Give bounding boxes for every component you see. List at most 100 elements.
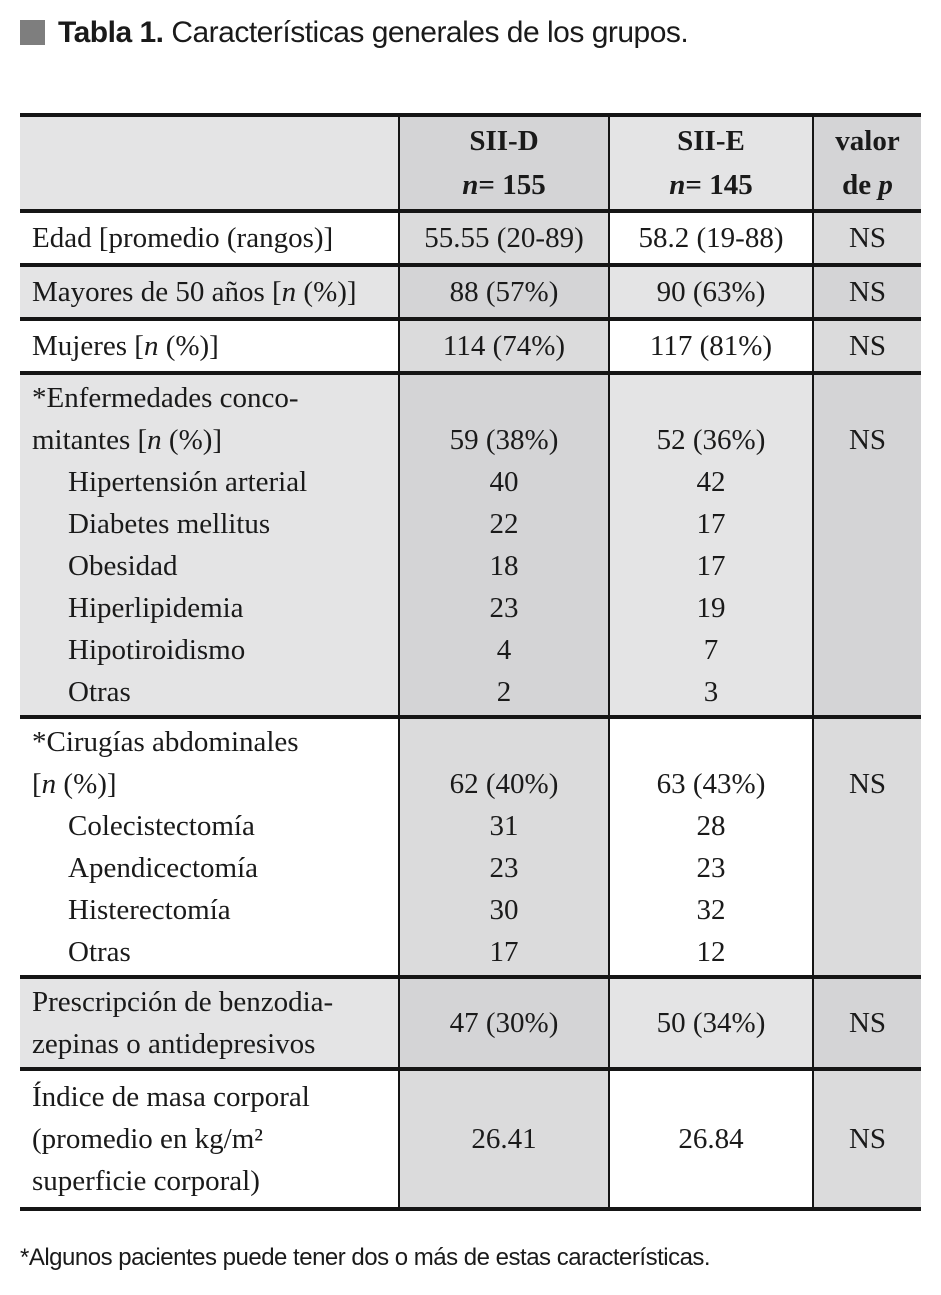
table-title-prefix: Tabla 1. — [58, 16, 164, 49]
sub-item-value: 2 — [496, 676, 512, 708]
cell-value: NS — [848, 424, 887, 456]
sub-item-value: 18 — [489, 550, 519, 582]
cell-value: 88 (57%) — [449, 276, 559, 308]
header-p-line2: de p — [842, 169, 893, 201]
table-row: Mayores de 50 años [n (%)] 88 (57%) 90 (63… — [20, 267, 921, 321]
p-value-cell: NS — [812, 267, 921, 317]
value-spacer — [612, 377, 810, 419]
sub-item-value: 42 — [696, 466, 726, 498]
cell-value: NS — [848, 330, 887, 362]
table-title: Tabla 1. Características generales de lo… — [20, 16, 941, 50]
row-label-cell: *Cirugías abdominales [n (%)] Colecistecto… — [20, 719, 398, 975]
row-label-line: superficie corporal) — [32, 1165, 260, 1197]
sub-item-value: 19 — [696, 592, 726, 624]
italic-n: n — [147, 424, 162, 456]
row-label-line: Edad [promedio (rangos)] — [32, 222, 334, 254]
cell-value: 26.84 — [678, 1123, 744, 1155]
header-empty-cell — [20, 117, 398, 209]
sub-item-value: 17 — [489, 936, 519, 968]
sii-e-cell: 50 (34%) — [608, 979, 812, 1067]
row-label-line: Mayores de 50 años [n (%)] — [32, 276, 357, 308]
sub-item-label: Hipertensión arterial — [68, 466, 308, 498]
row-label-line: *Enfermedades conco- — [32, 382, 299, 414]
value-spacer — [402, 377, 606, 419]
row-label-cell: Índice de masa corporal (promedio en kg/m… — [20, 1071, 398, 1207]
sub-item-label: Hipotiroidismo — [68, 634, 246, 666]
p-value-cell: NS — [812, 375, 921, 715]
value-spacer — [612, 721, 810, 763]
sub-item-label: Otras — [68, 936, 131, 968]
sii-e-cell: 90 (63%) — [608, 267, 812, 317]
cell-value: 52 (36%) — [656, 424, 766, 456]
cell-value: 58.2 (19-88) — [638, 222, 784, 254]
cell-value: NS — [848, 1123, 887, 1155]
row-label-line: zepinas o antidepresivos — [32, 1028, 316, 1060]
table-row: *Cirugías abdominales [n (%)] Colecistecto… — [20, 719, 921, 979]
sii-d-cell: 55.55 (20-89) — [398, 213, 608, 263]
row-label-line: *Cirugías abdominales — [32, 726, 299, 758]
sub-item-value: 31 — [489, 810, 519, 842]
sub-item-value: 22 — [489, 508, 519, 540]
sub-item-label: Diabetes mellitus — [68, 508, 271, 540]
header-sii-d-n: n= 155 — [462, 169, 546, 201]
sub-item-value: 40 — [489, 466, 519, 498]
sii-e-cell: 63 (43%) 28 23 32 12 — [608, 719, 812, 975]
sub-item-value: 17 — [696, 508, 726, 540]
table-row: Índice de masa corporal (promedio en kg/m… — [20, 1071, 921, 1207]
sii-e-cell: 58.2 (19-88) — [608, 213, 812, 263]
sii-d-cell: 59 (38%) 40 22 18 23 4 2 — [398, 375, 608, 715]
sii-e-cell: 52 (36%) 42 17 17 19 7 3 — [608, 375, 812, 715]
sii-e-cell: 117 (81%) — [608, 321, 812, 371]
sub-item-label: Colecistectomía — [68, 810, 255, 842]
sub-item-value: 23 — [489, 592, 519, 624]
row-label-line: [n (%)] — [32, 768, 117, 800]
square-bullet-icon — [20, 20, 45, 45]
sub-item-label: Obesidad — [68, 550, 178, 582]
p-value-cell: NS — [812, 321, 921, 371]
cell-value: NS — [848, 222, 887, 254]
sub-item-value: 32 — [696, 894, 726, 926]
row-label-cell: Edad [promedio (rangos)] — [20, 213, 398, 263]
cell-value: 114 (74%) — [442, 330, 566, 362]
cell-value: NS — [848, 1007, 887, 1039]
cell-value: NS — [848, 276, 887, 308]
table-header-row: SII-D n= 155 SII-E n= 145 valor de p — [20, 117, 921, 213]
sii-d-cell: 88 (57%) — [398, 267, 608, 317]
row-label-cell: *Enfermedades conco-mitantes [n (%)] Hipe… — [20, 375, 398, 715]
cell-value: 63 (43%) — [656, 768, 766, 800]
characteristics-table: SII-D n= 155 SII-E n= 145 valor de p Eda… — [20, 113, 921, 1211]
row-label-line: Prescripción de benzodia- — [32, 986, 334, 1018]
table-footnote: *Algunos pacientes puede tener dos o más… — [20, 1244, 711, 1271]
sub-item-value: 23 — [489, 852, 519, 884]
cell-value: 50 (34%) — [656, 1007, 766, 1039]
table-row: Edad [promedio (rangos)] 55.55 (20-89) 58.… — [20, 213, 921, 267]
italic-n: n — [143, 330, 159, 362]
value-spacer — [816, 721, 919, 763]
sub-item-value: 7 — [703, 634, 719, 666]
sub-item-label: Apendicectomía — [68, 852, 259, 884]
table-body: Edad [promedio (rangos)] 55.55 (20-89) 58.… — [20, 213, 921, 1207]
header-sii-e-name: SII-E — [677, 125, 745, 157]
header-p-value-cell: valor de p — [812, 117, 921, 209]
header-sii-e-n: n= 145 — [669, 169, 753, 201]
sii-e-cell: 26.84 — [608, 1071, 812, 1207]
row-label-cell: Mayores de 50 años [n (%)] — [20, 267, 398, 317]
header-sii-d-name: SII-D — [469, 125, 539, 157]
row-label-cell: Mujeres [n (%)] — [20, 321, 398, 371]
header-p-line1: valor — [835, 125, 900, 157]
table-title-text: Tabla 1. Características generales de lo… — [58, 16, 689, 50]
cell-value: 117 (81%) — [649, 330, 773, 362]
italic-n: n — [41, 768, 57, 800]
sub-item-value: 12 — [696, 936, 726, 968]
header-sii-d-cell: SII-D n= 155 — [398, 117, 608, 209]
cell-value: 59 (38%) — [449, 424, 559, 456]
header-sii-e-cell: SII-E n= 145 — [608, 117, 812, 209]
cell-value: 62 (40%) — [449, 768, 559, 800]
p-value-cell: NS — [812, 719, 921, 975]
cell-value: NS — [848, 768, 887, 800]
p-value-cell: NS — [812, 979, 921, 1067]
sub-item-value: 4 — [496, 634, 512, 666]
row-label-line: Mujeres [n (%)] — [32, 330, 219, 362]
row-label-line: (promedio en kg/m² — [32, 1123, 263, 1155]
cell-value: 55.55 (20-89) — [424, 222, 584, 254]
